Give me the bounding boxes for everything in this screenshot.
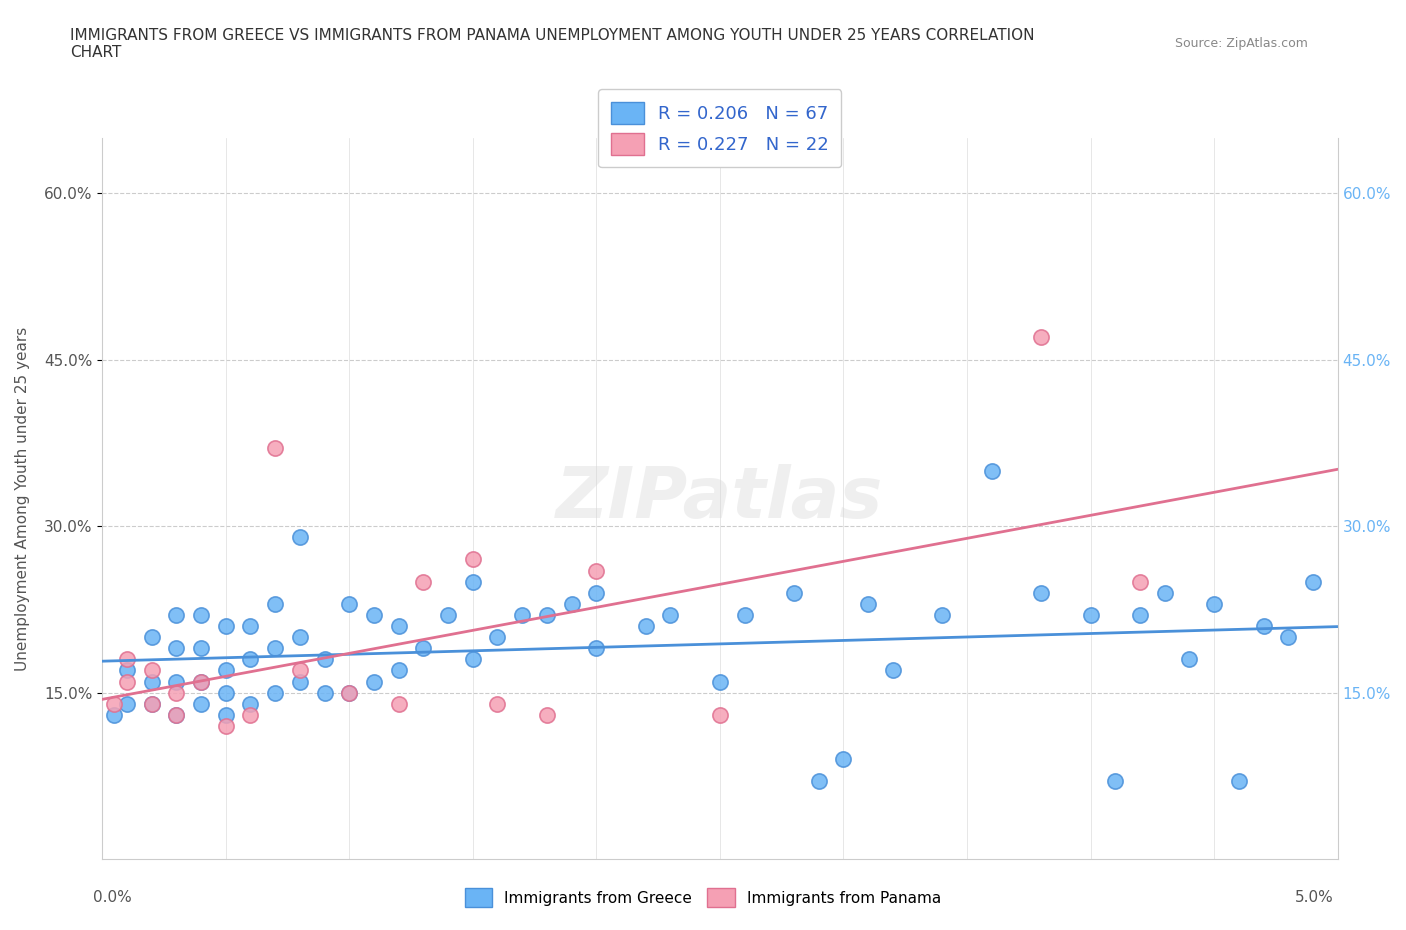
Point	[190, 641, 212, 656]
Point	[165, 641, 187, 656]
Text: IMMIGRANTS FROM GREECE VS IMMIGRANTS FROM PANAMA UNEMPLOYMENT AMONG YOUTH UNDER : IMMIGRANTS FROM GREECE VS IMMIGRANTS FRO…	[70, 28, 1035, 60]
Point	[264, 596, 287, 611]
Point	[486, 697, 509, 711]
Point	[337, 685, 360, 700]
Point	[1178, 652, 1201, 667]
Point	[141, 697, 163, 711]
Point	[337, 596, 360, 611]
Point	[931, 607, 953, 622]
Point	[585, 641, 607, 656]
Point	[103, 697, 125, 711]
Point	[388, 697, 411, 711]
Point	[734, 607, 756, 622]
Point	[141, 663, 163, 678]
Point	[461, 552, 484, 567]
Point	[314, 652, 336, 667]
Point	[288, 530, 311, 545]
Point	[103, 708, 125, 723]
Point	[239, 697, 262, 711]
Point	[314, 685, 336, 700]
Point	[165, 708, 187, 723]
Point	[1029, 585, 1052, 600]
Point	[461, 652, 484, 667]
Point	[585, 564, 607, 578]
Point	[882, 663, 904, 678]
Point	[215, 618, 238, 633]
Point	[536, 708, 558, 723]
Point	[141, 630, 163, 644]
Point	[1104, 774, 1126, 789]
Point	[363, 674, 385, 689]
Point	[165, 674, 187, 689]
Point	[1253, 618, 1275, 633]
Point	[510, 607, 533, 622]
Point	[1129, 574, 1152, 589]
Point	[190, 607, 212, 622]
Point	[239, 618, 262, 633]
Point	[288, 630, 311, 644]
Point	[1153, 585, 1175, 600]
Point	[165, 685, 187, 700]
Point	[437, 607, 460, 622]
Point	[1129, 607, 1152, 622]
Point	[412, 641, 434, 656]
Point	[190, 674, 212, 689]
Point	[215, 708, 238, 723]
Legend: Immigrants from Greece, Immigrants from Panama: Immigrants from Greece, Immigrants from …	[458, 883, 948, 913]
Point	[115, 674, 138, 689]
Point	[807, 774, 830, 789]
Point	[832, 751, 855, 766]
Point	[1302, 574, 1324, 589]
Text: Source: ZipAtlas.com: Source: ZipAtlas.com	[1174, 37, 1308, 50]
Point	[239, 708, 262, 723]
Point	[1204, 596, 1226, 611]
Point	[659, 607, 682, 622]
Point	[1029, 330, 1052, 345]
Point	[412, 574, 434, 589]
Point	[461, 574, 484, 589]
Point	[1277, 630, 1299, 644]
Point	[536, 607, 558, 622]
Text: 5.0%: 5.0%	[1295, 890, 1334, 905]
Point	[288, 674, 311, 689]
Point	[264, 685, 287, 700]
Point	[215, 663, 238, 678]
Point	[363, 607, 385, 622]
Point	[585, 585, 607, 600]
Point	[288, 663, 311, 678]
Point	[1227, 774, 1250, 789]
Point	[783, 585, 806, 600]
Point	[115, 697, 138, 711]
Point	[388, 618, 411, 633]
Y-axis label: Unemployment Among Youth under 25 years: Unemployment Among Youth under 25 years	[15, 326, 30, 671]
Point	[141, 697, 163, 711]
Point	[561, 596, 583, 611]
Text: 0.0%: 0.0%	[93, 890, 132, 905]
Point	[1080, 607, 1102, 622]
Point	[215, 719, 238, 734]
Point	[165, 708, 187, 723]
Point	[709, 674, 731, 689]
Point	[486, 630, 509, 644]
Point	[264, 441, 287, 456]
Legend: R = 0.206   N = 67, R = 0.227   N = 22: R = 0.206 N = 67, R = 0.227 N = 22	[599, 89, 841, 167]
Point	[190, 697, 212, 711]
Point	[337, 685, 360, 700]
Point	[388, 663, 411, 678]
Text: ZIPatlas: ZIPatlas	[557, 464, 883, 533]
Point	[980, 463, 1002, 478]
Point	[634, 618, 657, 633]
Point	[709, 708, 731, 723]
Point	[190, 674, 212, 689]
Point	[215, 685, 238, 700]
Point	[141, 674, 163, 689]
Point	[239, 652, 262, 667]
Point	[165, 607, 187, 622]
Point	[115, 652, 138, 667]
Point	[264, 641, 287, 656]
Point	[115, 663, 138, 678]
Point	[856, 596, 879, 611]
